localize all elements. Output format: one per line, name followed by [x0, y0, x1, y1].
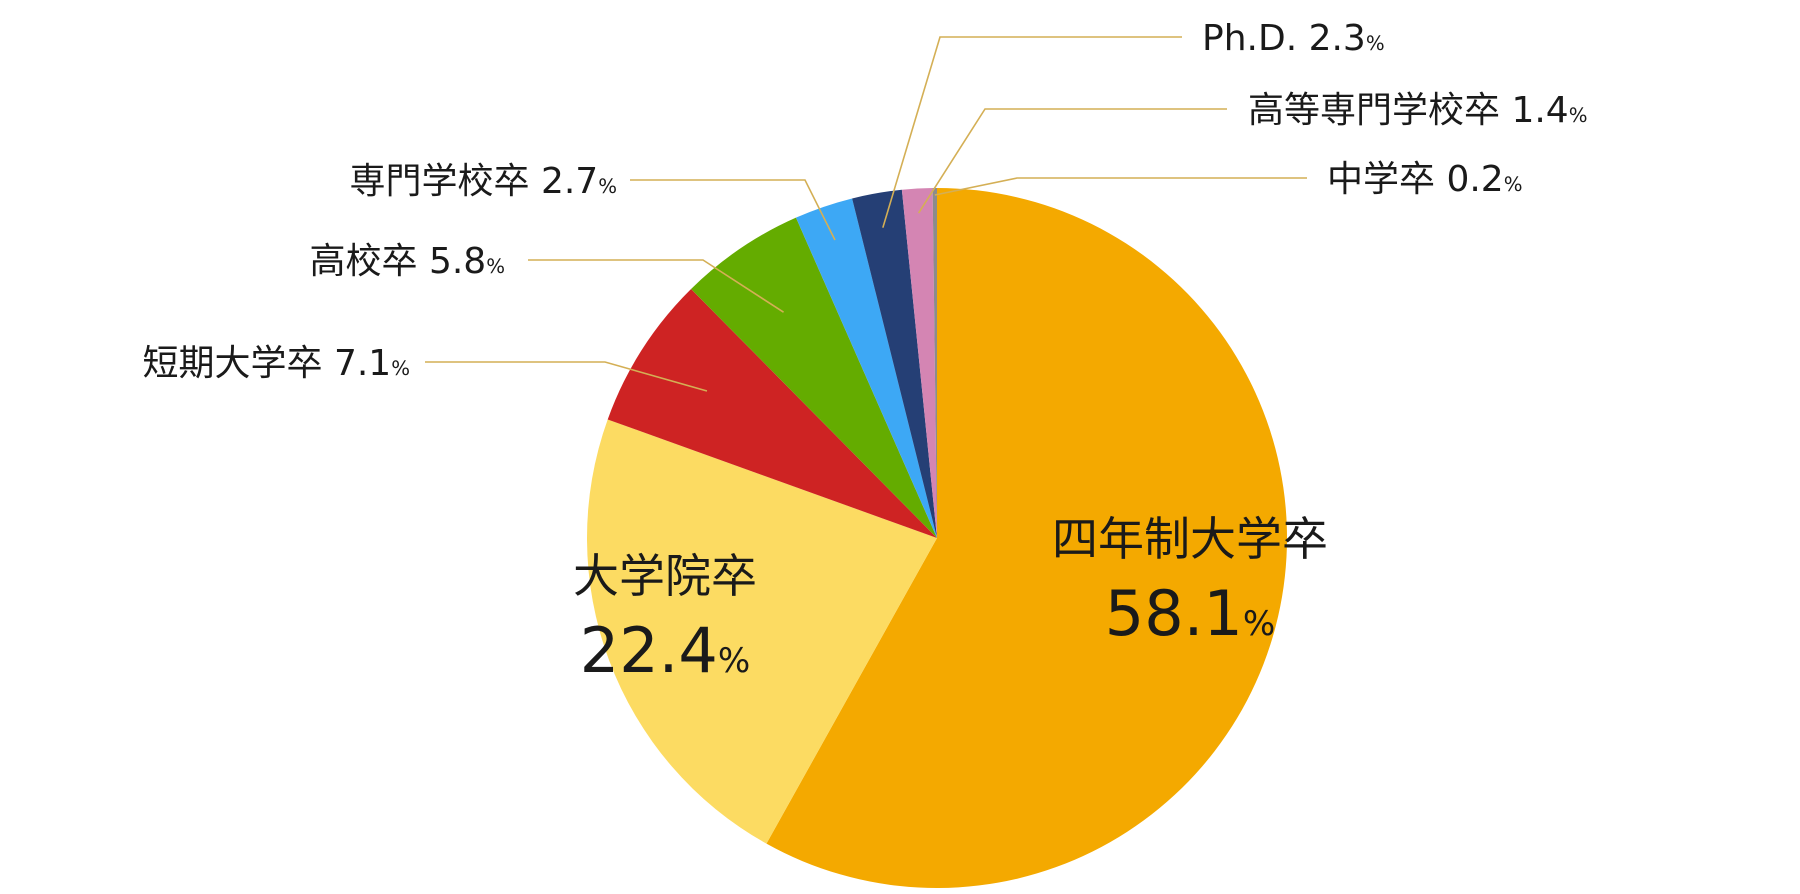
pie-slice-7: [901, 188, 937, 538]
slice-2-label: 大学院卒: [573, 549, 757, 603]
slice-7-label: 高等専門学校卒 1.4%: [1248, 90, 1588, 131]
slice-4-label: 高校卒 5.8%: [310, 241, 506, 282]
pie-slice-5: [795, 198, 937, 538]
slice-labels: 四年制大学卒 58.1% 大学院卒 22.4% 短期大学卒 7.1% 高校卒 5.8% 専門…: [143, 18, 1588, 687]
leader-line-3: [425, 361, 708, 392]
slice-1-value: 58.1%: [1105, 577, 1275, 650]
slice-1-label: 四年制大学卒: [1052, 512, 1328, 566]
slice-3-label: 短期大学卒 7.1%: [143, 343, 411, 384]
leader-line-5: [630, 179, 836, 241]
pie-slice-8: [932, 188, 937, 538]
slice-8-label: 中学卒 0.2%: [1327, 159, 1523, 200]
pie-slice-6: [852, 189, 937, 538]
slice-5-label: 専門学校卒 2.7%: [350, 161, 618, 202]
pie-slice-3: [607, 288, 937, 538]
leader-lines: [425, 36, 1307, 392]
pie-slices: [586, 187, 1287, 888]
slice-6-label: Ph.D. 2.3%: [1202, 18, 1385, 59]
slice-2-value: 22.4%: [580, 614, 750, 687]
leader-line-4: [528, 259, 784, 313]
pie-slice-1: [766, 187, 1287, 888]
leader-line-7: [917, 108, 1227, 214]
pie-slice-4: [691, 217, 937, 538]
pie-slice-2: [586, 419, 937, 844]
leader-line-8: [934, 177, 1307, 196]
leader-line-6: [882, 36, 1182, 228]
